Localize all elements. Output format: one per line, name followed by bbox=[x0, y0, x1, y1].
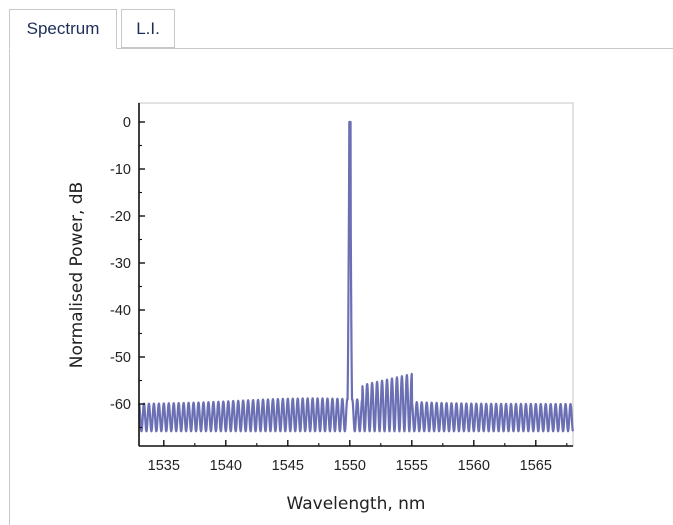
x-tick-label: 1555 bbox=[396, 458, 428, 474]
y-tick-label: -10 bbox=[110, 162, 131, 178]
y-tick-label: -60 bbox=[110, 397, 131, 413]
spectrum-series-line bbox=[137, 120, 575, 433]
x-tick-label: 1540 bbox=[210, 458, 242, 474]
y-axis-label: Normalised Power, dB bbox=[67, 182, 87, 368]
chart-marks bbox=[137, 120, 575, 433]
tab-li[interactable]: L.I. bbox=[121, 9, 175, 48]
tab-divider bbox=[9, 48, 673, 49]
axis-ticks: 1535 1540 1545 1550 1555 1560 1565 0 -10 -20 -30 -4… bbox=[110, 115, 568, 474]
tab-bar: Spectrum L.I. bbox=[9, 9, 673, 49]
y-tick-label: -40 bbox=[110, 303, 131, 319]
x-tick-label: 1550 bbox=[334, 458, 366, 474]
panel-border bbox=[9, 48, 10, 525]
y-tick-label: -30 bbox=[110, 256, 131, 272]
y-tick-label: -50 bbox=[110, 350, 131, 366]
y-tick-label: 0 bbox=[123, 115, 131, 131]
x-tick-label: 1545 bbox=[272, 458, 304, 474]
plot-frame bbox=[138, 102, 574, 447]
y-tick-label: -20 bbox=[110, 209, 131, 225]
x-tick-label: 1560 bbox=[458, 458, 490, 474]
x-tick-label: 1535 bbox=[148, 458, 180, 474]
x-tick-label: 1565 bbox=[520, 458, 552, 474]
tab-spectrum[interactable]: Spectrum bbox=[9, 9, 117, 49]
x-axis-label: Wavelength, nm bbox=[287, 494, 426, 514]
